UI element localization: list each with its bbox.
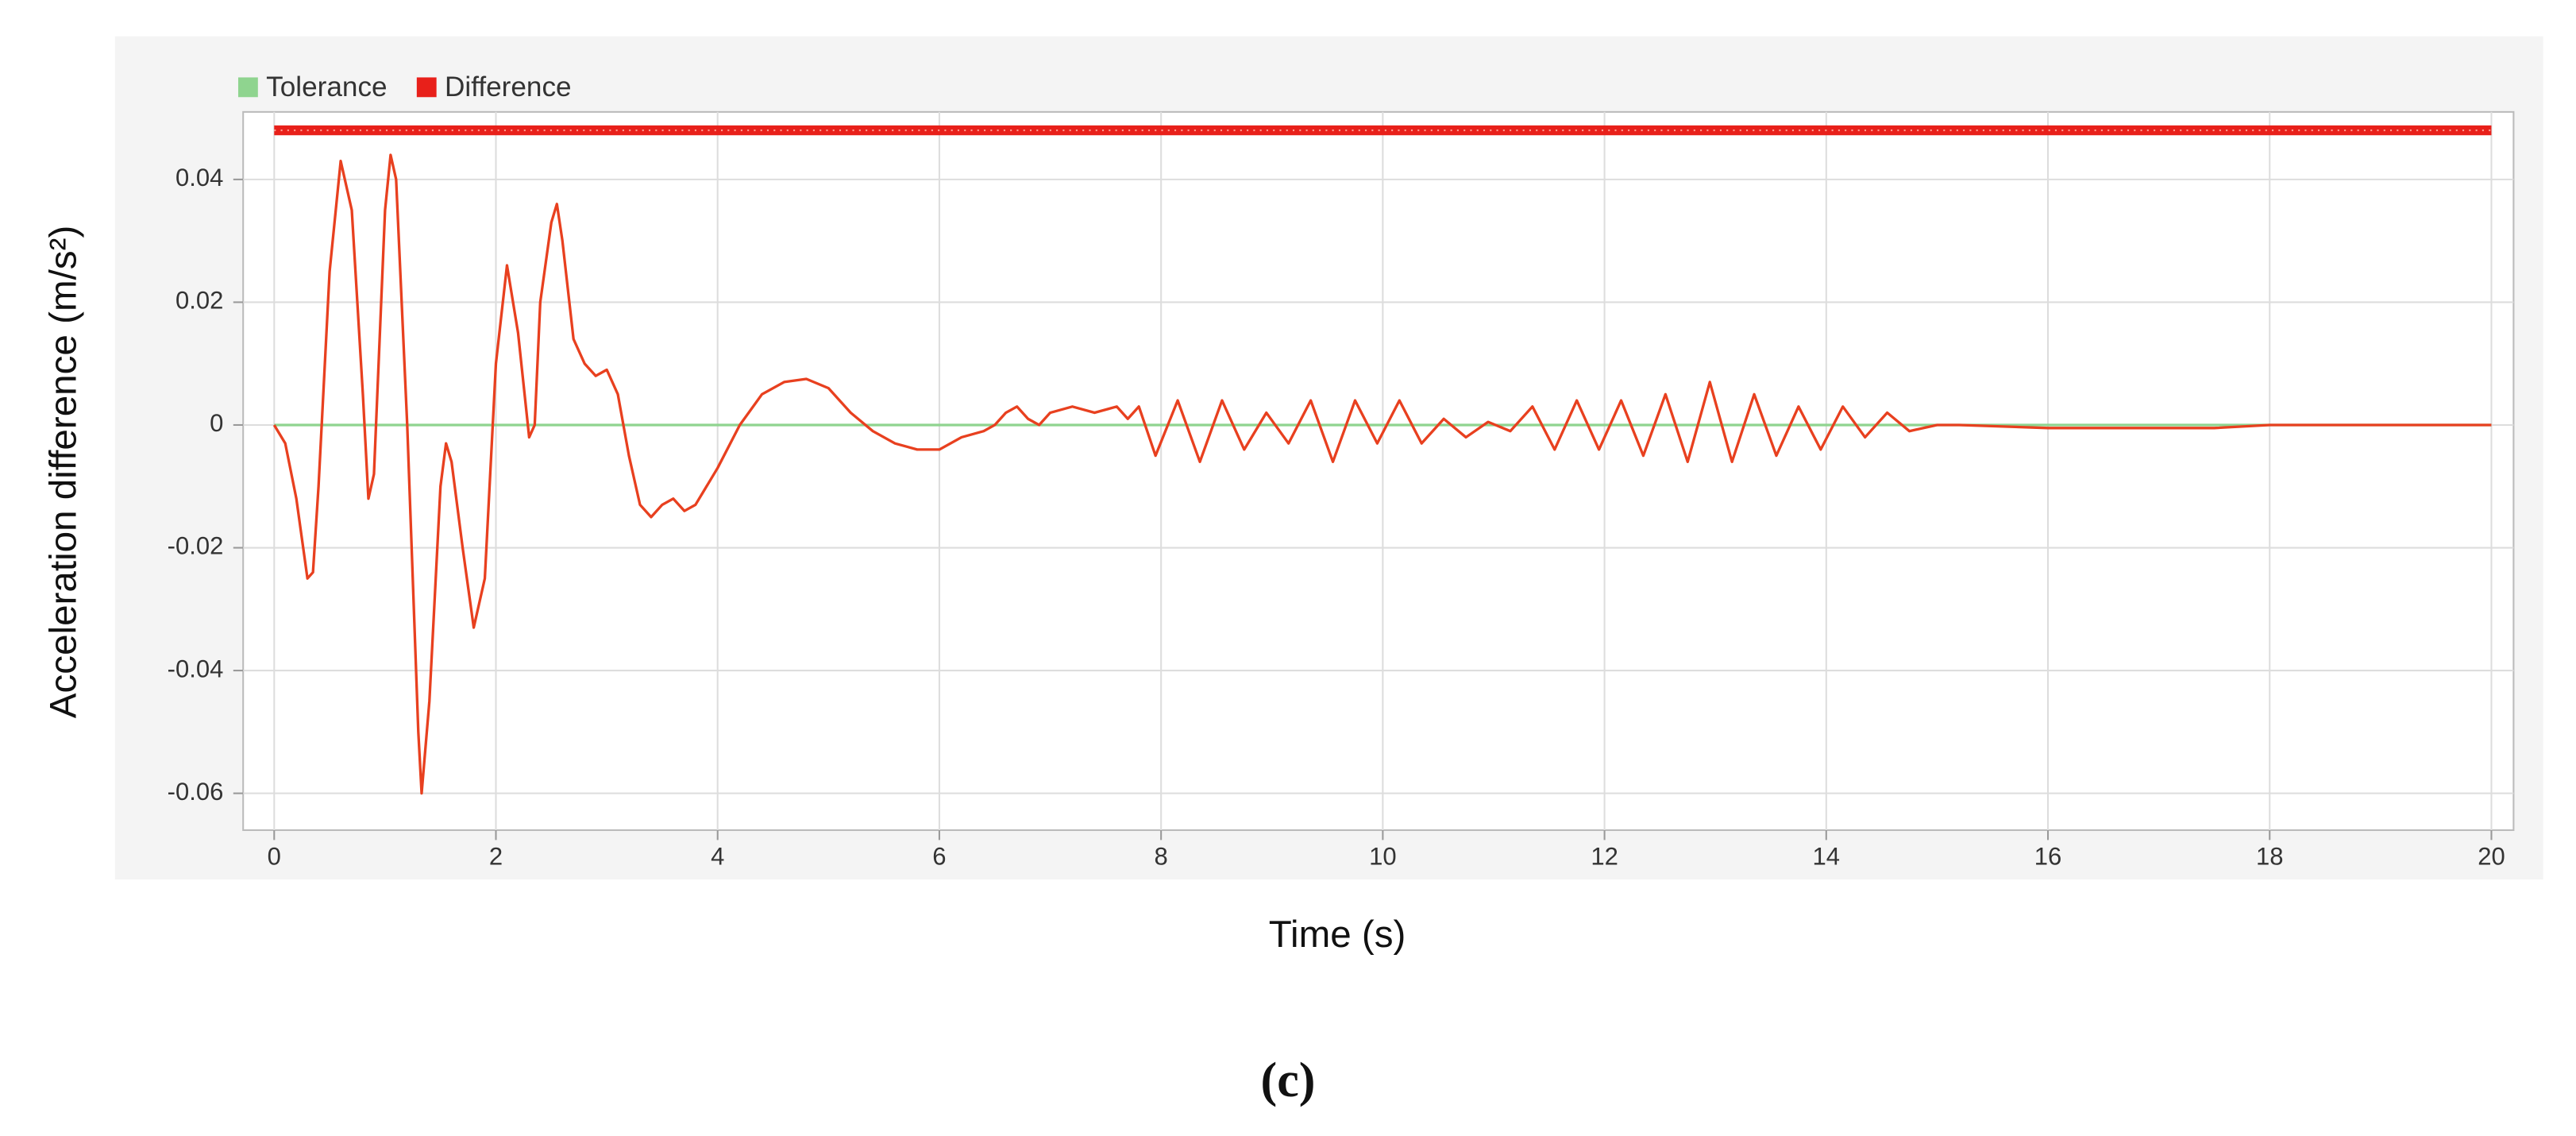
- y-tick-label: -0.04: [168, 655, 224, 682]
- legend-label: Tolerance: [266, 71, 387, 102]
- legend-label: Difference: [445, 71, 572, 102]
- legend-swatch: [416, 77, 437, 98]
- x-tick-label: 18: [2256, 842, 2284, 870]
- x-tick-label: 20: [2478, 842, 2505, 870]
- x-tick-label: 8: [1155, 842, 1168, 870]
- y-tick-label: 0.04: [175, 164, 223, 191]
- x-tick-label: 16: [2034, 842, 2062, 870]
- legend-swatch: [237, 77, 258, 98]
- x-tick-label: 2: [489, 842, 503, 870]
- x-tick-label: 6: [932, 842, 946, 870]
- caption: (c): [1261, 1053, 1316, 1107]
- y-tick-label: 0.02: [175, 287, 223, 315]
- x-axis-label: Time (s): [1269, 914, 1406, 956]
- y-tick-label: -0.06: [168, 778, 224, 806]
- y-tick-label: -0.02: [168, 532, 224, 560]
- y-tick-label: 0: [210, 409, 223, 437]
- x-tick-label: 0: [268, 842, 281, 870]
- x-tick-label: 4: [711, 842, 724, 870]
- y-axis-label: Acceleration difference (m/s²): [42, 226, 84, 719]
- x-tick-label: 14: [1813, 842, 1841, 870]
- x-tick-label: 10: [1369, 842, 1397, 870]
- plot-area: [242, 110, 2515, 832]
- x-tick-label: 12: [1591, 842, 1618, 870]
- series-line: [272, 153, 2492, 795]
